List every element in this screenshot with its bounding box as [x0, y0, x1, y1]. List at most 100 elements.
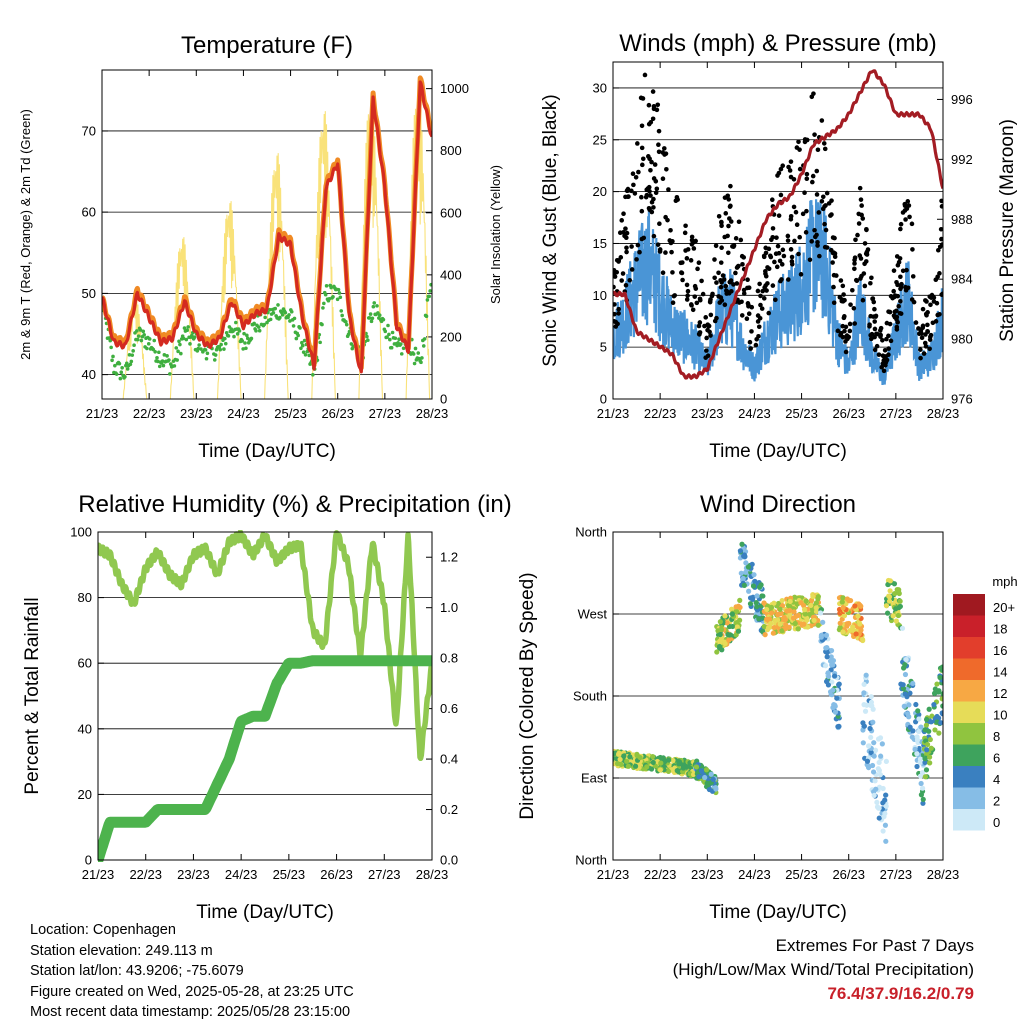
- dewpoint-point: [179, 351, 183, 356]
- temperature-ytick-label: 60: [82, 205, 96, 220]
- direction-point: [916, 728, 922, 735]
- direction-point: [743, 560, 749, 566]
- gust-point: [683, 248, 688, 253]
- gust-point: [668, 227, 673, 233]
- gust-point: [653, 190, 659, 196]
- dewpoint-point: [424, 314, 429, 318]
- direction-point: [791, 609, 797, 615]
- humidity-xtick-label: 28/23: [416, 867, 449, 882]
- gust-point: [723, 211, 729, 216]
- humidity-xtick-label: 24/23: [225, 867, 258, 882]
- gust-point: [714, 280, 719, 285]
- direction-point: [830, 687, 836, 693]
- temperature-xtick-label: 21/23: [86, 406, 119, 421]
- dewpoint-point: [188, 342, 192, 346]
- dewpoint-point: [329, 285, 333, 290]
- gust-point: [636, 169, 641, 175]
- gust-point: [617, 230, 623, 236]
- dewpoint-point: [119, 370, 124, 375]
- gust-point: [639, 236, 645, 242]
- gust-point: [633, 175, 639, 180]
- gust-point: [920, 323, 926, 329]
- legend-swatch: [953, 680, 985, 702]
- direction-ytick-label: East: [581, 771, 607, 786]
- gust-point: [763, 271, 768, 277]
- gust-point: [758, 293, 763, 299]
- direction-point: [830, 662, 836, 668]
- dewpoint-point: [322, 301, 326, 306]
- direction-point: [722, 613, 728, 619]
- dewpoint-point: [267, 307, 272, 312]
- gust-point: [894, 254, 900, 259]
- dewpoint-point: [318, 340, 322, 345]
- direction-xtick-label: 23/23: [691, 867, 724, 882]
- direction-point: [795, 626, 801, 632]
- direction-point: [864, 758, 871, 764]
- direction-point: [902, 671, 909, 678]
- gust-point: [886, 346, 891, 351]
- direction-point: [752, 578, 758, 584]
- direction-point: [868, 749, 874, 756]
- gust-point: [766, 266, 772, 272]
- temperature-2m-line: [102, 80, 432, 374]
- gust-point: [649, 159, 654, 165]
- direction-point: [880, 785, 886, 792]
- gust-point: [780, 247, 786, 253]
- direction-point: [915, 708, 921, 714]
- humidity-ytick-label: 0: [85, 853, 92, 868]
- direction-point: [768, 610, 775, 616]
- dewpoint-point: [184, 337, 189, 342]
- gust-point: [886, 352, 891, 358]
- gust-point: [815, 239, 820, 245]
- direction-point: [741, 582, 747, 588]
- dewpoint-point: [235, 332, 240, 336]
- dewpoint-point: [302, 338, 307, 343]
- gust-point: [623, 282, 629, 288]
- direction-point: [928, 745, 934, 751]
- winds-xtick-label: 28/23: [927, 406, 960, 421]
- gust-point: [656, 142, 661, 148]
- dewpoint-point: [278, 315, 282, 320]
- direction-point: [922, 727, 928, 733]
- gust-point: [780, 163, 786, 169]
- dewpoint-point: [271, 311, 276, 315]
- winds-ytick-label: 25: [593, 132, 607, 147]
- dewpoint-point: [300, 343, 305, 348]
- temperature-xtick-label: 22/23: [133, 406, 166, 421]
- gust-point: [616, 259, 621, 264]
- dewpoint-point: [367, 316, 372, 320]
- direction-point: [617, 756, 623, 762]
- dewpoint-point: [243, 341, 247, 345]
- gust-point: [840, 283, 846, 289]
- gust-point: [842, 328, 847, 334]
- gust-point: [804, 208, 809, 214]
- gust-point: [856, 221, 862, 226]
- gust-point: [939, 204, 943, 209]
- gust-point: [779, 277, 784, 282]
- gust-point: [683, 223, 688, 229]
- direction-point: [934, 681, 940, 687]
- direction-point: [725, 631, 731, 638]
- gust-point: [675, 197, 680, 202]
- dewpoint-point: [429, 282, 432, 287]
- direction-point: [883, 758, 889, 765]
- direction-point: [883, 603, 890, 609]
- direction-point: [830, 657, 837, 664]
- direction-ylabel: Direction (Colored By Speed): [517, 572, 538, 819]
- gust-point: [770, 226, 776, 231]
- direction-point: [877, 772, 884, 778]
- gust-point: [689, 234, 695, 240]
- dewpoint-point: [109, 345, 113, 350]
- gust-point: [872, 326, 878, 332]
- gust-point: [693, 286, 699, 291]
- dewpoint-point: [381, 317, 386, 322]
- gust-point: [685, 293, 690, 298]
- dewpoint-point: [190, 333, 194, 338]
- direction-point: [771, 624, 777, 631]
- direction-point: [939, 667, 943, 673]
- direction-point: [832, 709, 839, 715]
- legend-label: 0: [993, 815, 1000, 830]
- dewpoint-point: [157, 364, 162, 369]
- gust-point: [881, 368, 887, 374]
- gust-point: [624, 230, 630, 236]
